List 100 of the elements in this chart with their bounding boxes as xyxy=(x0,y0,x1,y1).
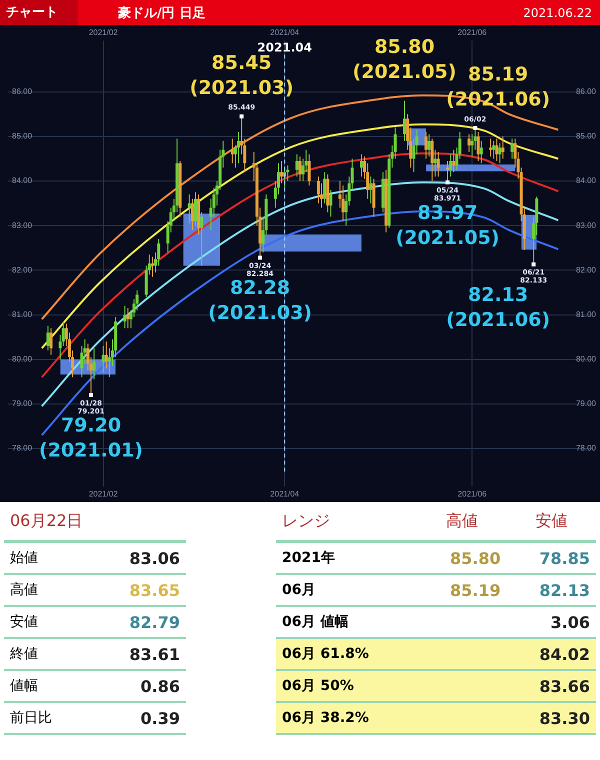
candlestick xyxy=(102,345,105,374)
candlestick xyxy=(468,134,471,153)
line-series xyxy=(40,152,560,378)
category-label: 06月 値幅 xyxy=(276,606,418,638)
text: チャート xyxy=(0,0,78,25)
category-label: 値幅 xyxy=(4,670,88,702)
candlestick xyxy=(104,341,108,369)
candlestick xyxy=(230,138,234,164)
y-tick-label: 83.00 xyxy=(12,220,33,230)
candlestick xyxy=(323,172,326,204)
candlestick xyxy=(316,176,320,204)
candlestick xyxy=(436,152,440,178)
y2-tick-label: 79.00 xyxy=(576,399,597,408)
candlestick xyxy=(280,160,284,184)
data-label: 83.30 xyxy=(506,702,596,734)
category-label: 06月 xyxy=(276,574,418,606)
category-label: 2021年 xyxy=(276,542,418,574)
text: 安値 xyxy=(506,502,596,542)
category-label: 高値 xyxy=(4,574,88,606)
annotation: 82.13 (2021.06) xyxy=(446,284,550,331)
x2-tick-label: 2021/04 xyxy=(270,28,300,38)
category-label: 06月 61.8% xyxy=(276,638,418,670)
category-label: 06月 50% xyxy=(276,670,418,702)
y2-tick-label: 81.00 xyxy=(576,310,597,319)
candlestick xyxy=(449,154,452,178)
x2-tick-label: 2021/02 xyxy=(88,28,118,38)
data-label: 85.80 xyxy=(417,542,507,574)
candlestick xyxy=(123,305,126,329)
y2-tick-label: 83.00 xyxy=(576,220,597,230)
x-tick-label: 2021/06 xyxy=(458,489,488,498)
candlestick xyxy=(510,138,514,160)
annotation: 85.80 (2021.05) xyxy=(352,36,456,84)
data-label: 83.66 xyxy=(506,670,596,702)
y-tick-label: 81.00 xyxy=(12,310,33,319)
y2-tick-label: 84.00 xyxy=(576,176,597,186)
candlestick xyxy=(329,189,332,218)
y-tick-label: 78.00 xyxy=(12,444,33,453)
candlestick xyxy=(476,131,480,162)
y-tick-label: 79.00 xyxy=(12,399,33,408)
category-label: 終値 xyxy=(4,638,88,670)
y2-tick-label: 86.00 xyxy=(576,87,597,96)
category-label: 安値 xyxy=(4,606,88,638)
data-label: 83.61 xyxy=(88,638,186,670)
candlestick xyxy=(295,154,298,178)
annotation: 82.28 (2021.03) xyxy=(208,277,312,324)
text: 06月22日 xyxy=(4,502,186,542)
candlestick xyxy=(190,198,194,231)
annotation: 79.20 (2021.01) xyxy=(39,414,143,462)
chart-subtitle: 2021.06.22 xyxy=(523,6,592,20)
y-tick-label: 82.00 xyxy=(12,265,33,274)
candlestick xyxy=(495,138,498,162)
candlestick xyxy=(194,192,197,226)
candlestick xyxy=(237,131,240,164)
candlestick xyxy=(434,149,437,178)
candlestick xyxy=(452,149,456,173)
candlestick xyxy=(428,134,431,158)
text: 高値 xyxy=(417,502,507,542)
line-series xyxy=(40,123,560,350)
candlestick xyxy=(92,348,96,380)
y-tick-label: 84.00 xyxy=(12,176,33,186)
y2-tick-label: 78.00 xyxy=(576,444,597,453)
candlestick xyxy=(360,154,363,178)
candlestick xyxy=(369,176,372,204)
candlestick xyxy=(501,136,504,160)
candlestick xyxy=(200,212,204,266)
text: レンジ xyxy=(276,502,418,542)
candlestick xyxy=(489,138,492,158)
data-label: 82.13 xyxy=(506,574,596,606)
data-label: 83.06 xyxy=(88,542,186,574)
candlestick xyxy=(298,156,302,182)
y-tick-label: 85.00 xyxy=(12,132,33,141)
data-label: 84.02 xyxy=(506,638,596,670)
candlestick xyxy=(50,328,53,356)
candlestick xyxy=(424,131,428,160)
chart-title: 豪ドル/円 日足 xyxy=(118,4,206,22)
y2-tick-label: 80.00 xyxy=(576,354,597,364)
y2-tick-label: 82.00 xyxy=(576,265,597,274)
candlestick xyxy=(498,142,502,164)
candlestick xyxy=(446,160,450,183)
data-label: 0.86 xyxy=(88,670,186,702)
candlestick xyxy=(492,140,496,160)
x-tick-label: 2021/04 xyxy=(270,489,300,498)
x2-tick-label: 2021/06 xyxy=(458,28,488,38)
category-label: 始値 xyxy=(4,542,88,574)
data-label: 3.06 xyxy=(506,606,596,638)
candlestick xyxy=(126,308,130,329)
data-label: 83.65 xyxy=(88,574,186,606)
data-label: 78.85 xyxy=(506,542,596,574)
candlestick xyxy=(480,140,483,164)
y-tick-label: 86.00 xyxy=(12,87,33,96)
data-label: 0.39 xyxy=(88,702,186,734)
candlestick xyxy=(470,134,474,158)
candlestick xyxy=(308,154,311,186)
candlestick xyxy=(430,138,434,182)
candlestick xyxy=(46,325,50,351)
x-tick-label: 2021/02 xyxy=(88,489,118,498)
y-tick-label: 80.00 xyxy=(12,354,33,364)
data-label: 82.79 xyxy=(88,606,186,638)
data-label: 85.19 xyxy=(417,574,507,606)
y2-tick-label: 85.00 xyxy=(576,132,597,141)
